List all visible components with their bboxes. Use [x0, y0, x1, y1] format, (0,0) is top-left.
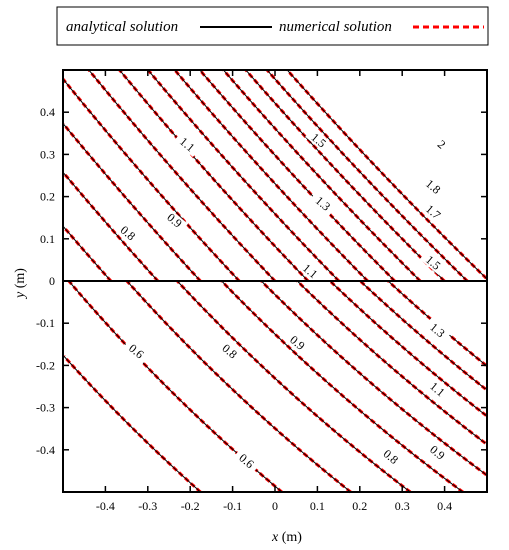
- contour-label-bg: [114, 220, 142, 246]
- contour-label-bg: [122, 338, 150, 364]
- y-axis-var: y: [13, 291, 28, 300]
- x-axis-title: x (m): [271, 530, 302, 545]
- analytical-contour-upper: [63, 172, 159, 282]
- analytical-contour-upper: [286, 69, 487, 279]
- analytical-contour-upper: [63, 123, 201, 282]
- x-tick-label: 0.2: [352, 499, 367, 513]
- numerical-contour-upper: [265, 69, 469, 283]
- numerical-contour-lower: [62, 355, 202, 494]
- x-axis-unit: (m): [278, 530, 302, 545]
- analytical-contour-upper: [266, 69, 468, 282]
- x-tick-label: 0.1: [310, 499, 325, 513]
- legend: analytical solution numerical solution: [56, 6, 489, 46]
- analytical-contour-lower: [261, 280, 487, 476]
- analytical-contour-lower: [359, 280, 487, 390]
- analytical-contour-upper: [88, 69, 276, 282]
- numerical-contour-upper: [198, 68, 396, 283]
- y-tick-label: -0.2: [36, 358, 55, 372]
- numerical-contour-upper: [222, 69, 422, 283]
- analytical-contour-lower: [221, 280, 464, 493]
- y-tick-label: 0.3: [40, 147, 55, 161]
- contour-label-bg: [423, 439, 451, 466]
- y-tick-label: 0: [49, 274, 55, 288]
- analytical-contour-upper: [223, 69, 421, 282]
- numerical-contour-upper: [118, 69, 310, 283]
- numerical-contour-lower: [359, 279, 487, 391]
- numerical-contour-lower: [329, 279, 488, 417]
- x-tick-label: -0.3: [138, 499, 157, 513]
- analytical-contour-lower: [126, 280, 352, 493]
- numerical-contour-upper: [62, 123, 202, 283]
- analytical-contour-lower: [176, 280, 411, 493]
- analytical-contour-lower: [329, 280, 487, 416]
- axis-ticks: -0.4 -0.3 -0.2 -0.1 0 0.1 0.2 0.3 0.40.40.30.20.…: [36, 70, 487, 513]
- contour-label-bg: [305, 127, 333, 153]
- y-tick-label: 0.1: [40, 232, 55, 246]
- contour-label-bg: [173, 131, 201, 158]
- contour-label-bg: [423, 376, 451, 402]
- contour-label-bg: [296, 258, 324, 284]
- numerical-contour-upper: [173, 68, 369, 283]
- plot-area: 0.80.91.11.11.31.51.51.71.820.6 0.8 0.90.6…: [36, 68, 488, 513]
- contour-label-bg: [309, 190, 337, 217]
- contour-label-bg: [233, 448, 261, 474]
- x-tick-label: -0.1: [223, 499, 242, 513]
- y-tick-label: 0.2: [40, 190, 55, 204]
- legend-analytical-label: analytical solution: [66, 19, 178, 35]
- analytical-contour-lower: [296, 280, 486, 444]
- contour-label-bg: [284, 330, 311, 356]
- x-tick-label: -0.2: [181, 499, 200, 513]
- contour-label-bg: [419, 173, 447, 200]
- contour-label-bg: [377, 444, 405, 470]
- numerical-contour-lower: [296, 279, 487, 445]
- contour-label-bg: [433, 136, 450, 153]
- analytical-contour-upper: [199, 69, 396, 282]
- analytical-contour-upper: [119, 69, 309, 282]
- y-axis-title: y (m): [13, 268, 28, 300]
- analytical-contour-upper: [147, 69, 340, 282]
- y-tick-label: 0.4: [40, 105, 55, 119]
- analytical-contour-upper: [62, 78, 240, 282]
- contour-label-bg: [419, 199, 447, 225]
- contour-label-bg: [419, 249, 447, 276]
- y-tick-label: -0.3: [36, 401, 55, 415]
- analytical-contour-lower: [63, 355, 201, 493]
- analytical-contour-upper: [63, 226, 112, 282]
- y-tick-label: -0.4: [36, 443, 55, 457]
- analytical-contour-upper: [245, 69, 445, 282]
- legend-numerical-label: numerical solution: [279, 19, 392, 35]
- x-tick-label: 0: [272, 499, 278, 513]
- numerical-contour-upper: [244, 68, 446, 283]
- contour-label-bg: [216, 338, 244, 364]
- x-tick-label: 0.4: [437, 499, 452, 513]
- y-tick-label: -0.1: [36, 316, 55, 330]
- contour-label-bg: [161, 207, 188, 234]
- y-axis-unit: (m): [13, 268, 28, 292]
- analytical-contour-upper: [174, 69, 369, 282]
- numerical-contour-upper: [87, 69, 277, 283]
- contour-label-bg: [423, 317, 451, 343]
- x-tick-label: -0.4: [96, 499, 115, 513]
- x-tick-label: 0.3: [395, 499, 410, 513]
- x-axis-var: x: [271, 530, 279, 545]
